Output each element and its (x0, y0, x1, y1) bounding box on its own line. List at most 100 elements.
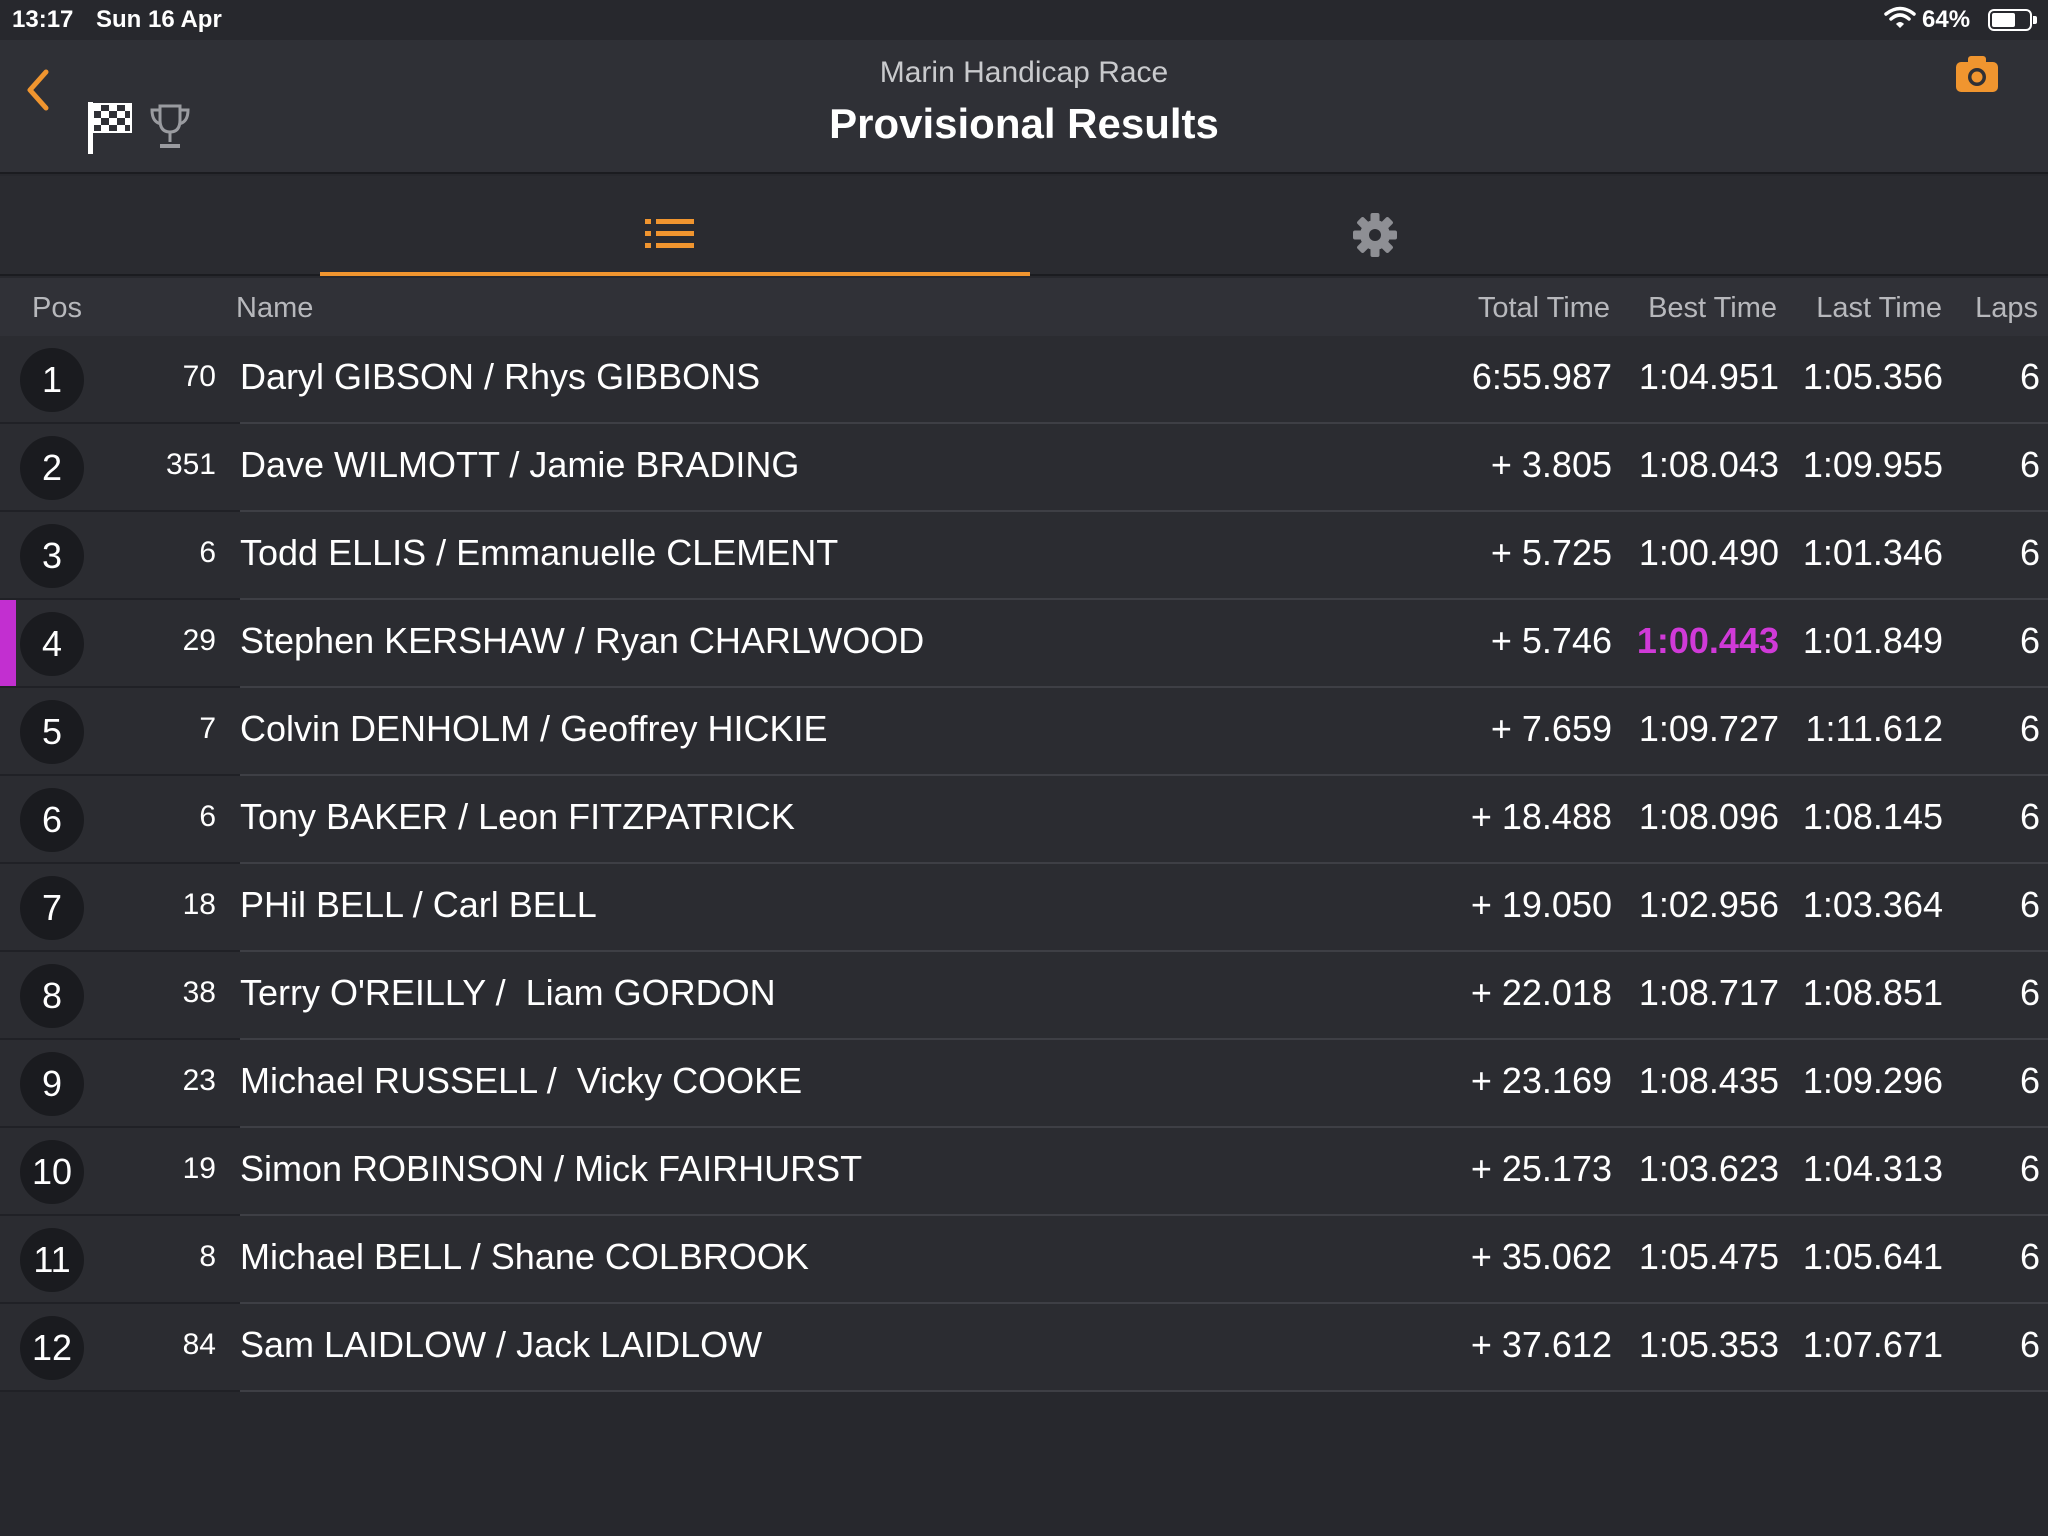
last-time: 1:09.296 (1802, 1060, 1943, 1101)
active-tab-indicator (320, 272, 1030, 276)
list-icon (645, 219, 694, 248)
table-row[interactable]: 6 6 Tony BAKER / Leon FITZPATRICK + 18.4… (0, 776, 2048, 864)
laps-count: 6 (2019, 796, 2040, 837)
driver-names: PHil BELL / Carl BELL (240, 884, 597, 925)
row-divider-left (0, 862, 240, 864)
driver-names: Daryl GIBSON / Rhys GIBBONS (240, 356, 761, 397)
best-time: 1:02.956 (1638, 884, 1779, 925)
row-divider-left (0, 1038, 240, 1040)
laps-count: 6 (2019, 1148, 2040, 1189)
results-table: 1 70 Daryl GIBSON / Rhys GIBBONS 6:55.98… (0, 336, 2048, 1392)
total-time: + 25.173 (1470, 1148, 1612, 1189)
status-date: Sun 16 Apr (96, 6, 222, 33)
last-time: 1:03.364 (1802, 884, 1943, 925)
row-divider (240, 1214, 2048, 1216)
row-divider (240, 510, 2048, 512)
total-time: + 37.612 (1470, 1324, 1612, 1365)
table-row[interactable]: 1 70 Daryl GIBSON / Rhys GIBBONS 6:55.98… (0, 336, 2048, 424)
last-time: 1:04.313 (1802, 1148, 1943, 1189)
row-divider-left (0, 1214, 240, 1216)
position-badge: 6 (20, 788, 84, 852)
laps-count: 6 (2019, 620, 2040, 661)
best-time: 1:05.475 (1638, 1236, 1779, 1277)
best-time: 1:04.951 (1638, 356, 1779, 397)
driver-names: Stephen KERSHAW / Ryan CHARLWOOD (240, 620, 925, 661)
total-time: + 18.488 (1470, 796, 1612, 837)
laps-count: 6 (2019, 356, 2040, 397)
row-divider (240, 950, 2048, 952)
table-row[interactable]: 8 38 Terry O'REILLY / Liam GORDON + 22.0… (0, 952, 2048, 1040)
table-row[interactable]: 11 8 Michael BELL / Shane COLBROOK + 35.… (0, 1216, 2048, 1304)
page-title: Provisional Results (829, 100, 1219, 147)
position-badge: 4 (20, 612, 84, 676)
battery-percent: 64% (1922, 6, 1971, 33)
total-time: + 7.659 (1490, 708, 1612, 749)
laps-count: 6 (2019, 884, 2040, 925)
laps-count: 6 (2019, 972, 2040, 1013)
race-name: Marin Handicap Race (879, 56, 1169, 89)
total-time: + 19.050 (1470, 884, 1612, 925)
status-bar: 13:17 Sun 16 Apr 64% (0, 0, 2048, 40)
last-time: 1:08.851 (1802, 972, 1943, 1013)
total-time: + 5.746 (1490, 620, 1612, 661)
table-row[interactable]: 2 351 Dave WILMOTT / Jamie BRADING + 3.8… (0, 424, 2048, 512)
last-time: 1:05.641 (1802, 1236, 1943, 1277)
laps-count: 6 (2019, 1324, 2040, 1365)
table-row[interactable]: 3 6 Todd ELLIS / Emmanuelle CLEMENT + 5.… (0, 512, 2048, 600)
row-divider-left (0, 598, 240, 600)
best-time: 1:09.727 (1638, 708, 1779, 749)
row-divider-left (0, 1302, 240, 1304)
trophy-icon[interactable] (148, 102, 192, 150)
car-number: 23 (182, 1064, 216, 1097)
driver-names: Simon ROBINSON / Mick FAIRHURST (240, 1148, 863, 1189)
driver-names: Colvin DENHOLM / Geoffrey HICKIE (240, 708, 828, 749)
position-badge: 10 (20, 1140, 84, 1204)
laps-count: 6 (2019, 444, 2040, 485)
checkered-flag-icon[interactable] (86, 100, 132, 156)
best-time: 1:05.353 (1638, 1324, 1779, 1365)
column-header-laps: Laps (1975, 292, 2038, 324)
last-time: 1:01.849 (1802, 620, 1943, 661)
tab-results-list[interactable] (320, 176, 1030, 276)
column-header-name: Name (236, 292, 314, 324)
gear-icon (1353, 213, 1397, 257)
row-divider-left (0, 686, 240, 688)
position-badge: 7 (20, 876, 84, 940)
row-divider (240, 1126, 2048, 1128)
camera-icon[interactable] (1954, 54, 2000, 94)
laps-count: 6 (2019, 1236, 2040, 1277)
position-badge: 5 (20, 700, 84, 764)
best-time: 1:00.443 (1636, 620, 1779, 661)
best-time: 1:08.043 (1638, 444, 1779, 485)
best-time: 1:00.490 (1638, 532, 1779, 573)
best-time: 1:03.623 (1638, 1148, 1779, 1189)
position-badge: 12 (20, 1316, 84, 1380)
row-divider-left (0, 774, 240, 776)
position-badge: 9 (20, 1052, 84, 1116)
row-divider-left (0, 1126, 240, 1128)
car-number: 18 (182, 888, 216, 921)
table-row[interactable]: 7 18 PHil BELL / Carl BELL + 19.050 1:02… (0, 864, 2048, 952)
car-number: 29 (182, 624, 216, 657)
driver-names: Sam LAIDLOW / Jack LAIDLOW (240, 1324, 763, 1365)
column-header-pos: Pos (32, 292, 82, 324)
best-time: 1:08.435 (1638, 1060, 1779, 1101)
car-number: 351 (165, 448, 216, 481)
total-time: + 35.062 (1470, 1236, 1612, 1277)
total-time: + 5.725 (1490, 532, 1612, 573)
empty-area (0, 1392, 2048, 1536)
last-time: 1:08.145 (1802, 796, 1943, 837)
column-header-last-time: Last Time (1816, 292, 1942, 324)
back-button[interactable] (18, 60, 58, 120)
car-number: 8 (199, 1240, 216, 1273)
table-row[interactable]: 4 29 Stephen KERSHAW / Ryan CHARLWOOD + … (0, 600, 2048, 688)
last-time: 1:07.671 (1802, 1324, 1943, 1365)
last-time: 1:05.356 (1802, 356, 1943, 397)
table-row[interactable]: 12 84 Sam LAIDLOW / Jack LAIDLOW + 37.61… (0, 1304, 2048, 1392)
table-row[interactable]: 5 7 Colvin DENHOLM / Geoffrey HICKIE + 7… (0, 688, 2048, 776)
table-row[interactable]: 10 19 Simon ROBINSON / Mick FAIRHURST + … (0, 1128, 2048, 1216)
table-row[interactable]: 9 23 Michael RUSSELL / Vicky COOKE + 23.… (0, 1040, 2048, 1128)
last-time: 1:09.955 (1802, 444, 1943, 485)
best-time: 1:08.096 (1638, 796, 1779, 837)
tab-settings[interactable] (1030, 176, 1720, 276)
